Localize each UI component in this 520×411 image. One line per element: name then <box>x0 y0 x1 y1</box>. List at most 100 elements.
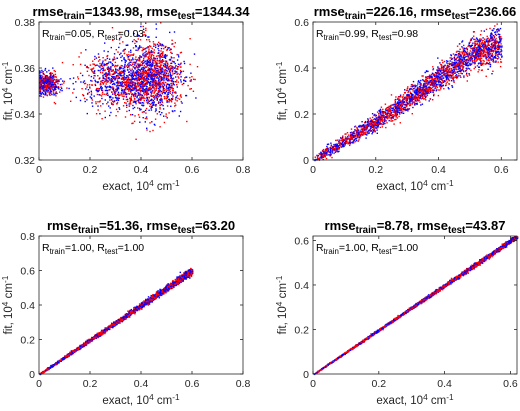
test-point <box>61 89 63 92</box>
train-point <box>484 51 486 53</box>
train-point <box>487 56 489 59</box>
train-point <box>101 65 104 67</box>
test-point <box>157 74 159 76</box>
test-point <box>117 88 120 90</box>
train-point <box>373 128 375 130</box>
test-point <box>453 63 455 66</box>
train-point <box>484 40 486 43</box>
test-point <box>131 85 133 87</box>
test-point <box>160 52 162 55</box>
test-point <box>134 92 136 94</box>
test-point <box>158 60 161 62</box>
train-point <box>120 88 123 90</box>
test-point <box>135 73 138 75</box>
test-point <box>141 82 143 84</box>
test-point <box>471 51 473 53</box>
train-point <box>124 92 127 95</box>
test-point <box>153 79 155 81</box>
train-point <box>99 82 102 85</box>
test-point <box>158 71 160 73</box>
train-point <box>159 66 162 69</box>
train-point <box>360 128 362 130</box>
test-point <box>162 108 165 110</box>
train-point <box>163 88 165 90</box>
train-point <box>440 88 442 90</box>
train-point <box>140 70 142 73</box>
train-point <box>105 77 108 79</box>
train-point <box>148 97 150 99</box>
test-point <box>146 60 149 62</box>
test-point <box>457 65 459 67</box>
test-point <box>56 81 58 83</box>
train-point <box>128 105 131 107</box>
test-point <box>498 41 500 43</box>
test-point <box>118 77 120 79</box>
test-point <box>122 91 124 93</box>
train-point <box>118 81 120 83</box>
test-point <box>107 68 109 70</box>
train-point <box>150 103 152 105</box>
test-point <box>349 141 352 143</box>
test-point <box>414 92 416 94</box>
train-point <box>431 79 433 81</box>
train-point <box>373 126 375 129</box>
test-point <box>434 75 436 77</box>
train-point <box>137 107 139 109</box>
test-point <box>458 68 460 70</box>
train-point <box>168 59 171 61</box>
test-point <box>450 58 453 61</box>
test-point <box>360 134 362 137</box>
train-point <box>47 76 49 79</box>
test-point <box>432 91 434 93</box>
train-point <box>429 89 432 91</box>
test-point <box>115 71 117 73</box>
train-point <box>109 74 111 76</box>
train-point <box>154 124 156 126</box>
test-point <box>90 97 93 100</box>
test-point <box>108 71 110 73</box>
train-point <box>122 41 124 43</box>
train-point <box>417 90 420 92</box>
train-point <box>155 70 158 73</box>
train-point <box>428 77 430 80</box>
test-point <box>144 90 146 92</box>
train-point <box>176 100 178 102</box>
train-point <box>118 82 120 84</box>
train-point <box>119 31 121 34</box>
train-point <box>476 40 478 43</box>
train-point <box>49 78 51 80</box>
test-point <box>317 155 320 157</box>
test-point <box>170 83 172 85</box>
train-point <box>380 106 383 108</box>
train-point <box>154 94 157 96</box>
train-point <box>411 102 413 105</box>
train-point <box>461 53 464 55</box>
test-point <box>443 67 445 69</box>
test-point <box>398 102 400 104</box>
test-point <box>326 154 328 156</box>
test-point <box>111 80 114 82</box>
test-point <box>173 61 175 63</box>
test-point <box>432 79 435 81</box>
train-point <box>63 80 66 83</box>
test-point <box>87 92 89 95</box>
train-point <box>121 93 123 95</box>
test-point <box>468 54 470 56</box>
train-point <box>397 106 399 108</box>
test-point <box>478 55 480 57</box>
test-point <box>120 73 122 75</box>
test-point <box>144 35 147 37</box>
train-point <box>94 83 96 86</box>
test-point <box>425 87 427 90</box>
train-point <box>146 83 148 85</box>
test-point <box>456 56 459 58</box>
test-point <box>416 87 419 90</box>
train-point <box>172 43 174 45</box>
test-point <box>136 41 138 43</box>
test-point <box>155 104 157 106</box>
train-point <box>160 64 163 66</box>
test-point <box>43 82 45 84</box>
test-point <box>48 69 50 72</box>
test-point <box>118 73 120 75</box>
